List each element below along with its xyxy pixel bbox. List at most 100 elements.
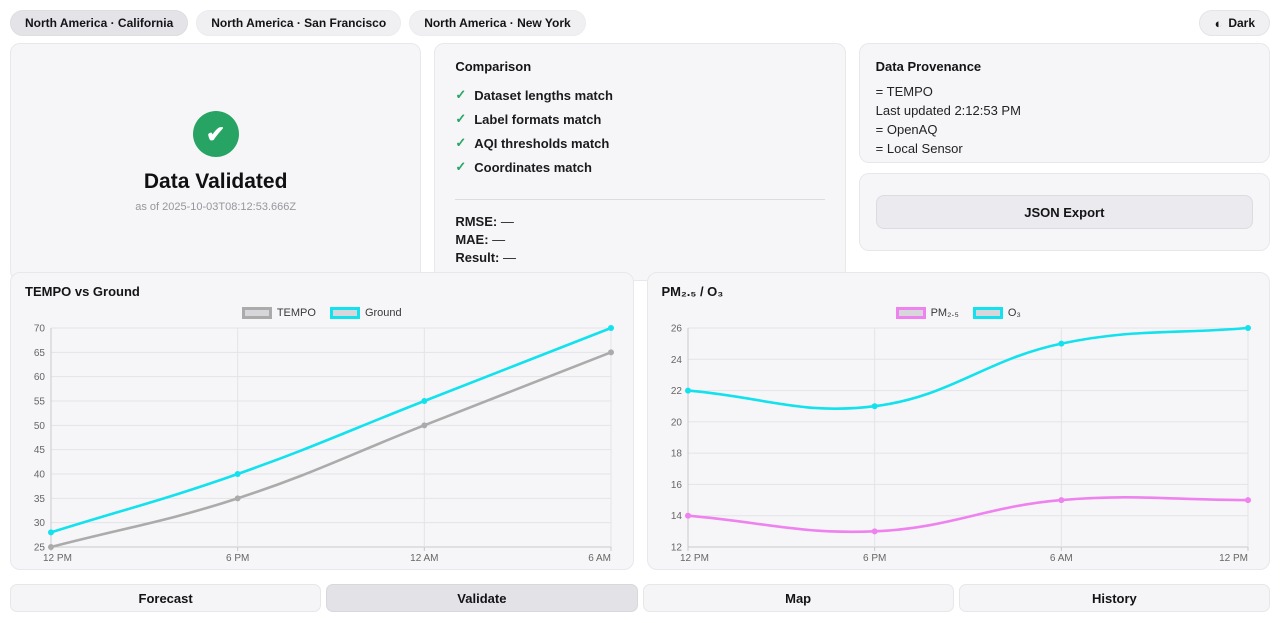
legend-swatch-icon [895,307,926,319]
svg-text:14: 14 [670,511,682,522]
location-tabs: North America · California North America … [10,10,1199,36]
metric-line: Result: — [455,250,517,265]
dark-mode-toggle[interactable]: ◐ Dark [1199,10,1270,36]
chart-legend: PM₂.₅ O₃ [660,306,1258,320]
metric-line: MAE: — [455,232,506,247]
chart-legend: TEMPO Ground [23,306,621,320]
svg-text:12 PM: 12 PM [680,553,709,564]
right-column: Data Provenance = TEMPO Last updated 2:12… [858,43,1270,281]
location-tab[interactable]: North America · New York [409,10,586,36]
nav-button-map[interactable]: Map [642,584,954,612]
chart-svg: 12 14 16 18 20 22 24 26 12 PM 6 PM 6 AM 12 PM [670,324,1251,564]
metric-line: RMSE: — [455,214,514,229]
validation-timestamp: as of 2025-10-03T08:12:53.666Z [135,201,297,213]
legend-item[interactable]: PM₂.₅ [895,307,959,319]
comparison-divider [455,199,825,200]
check-icon: ✓ [455,135,467,150]
svg-text:35: 35 [34,494,46,505]
legend-label: Ground [364,307,402,319]
provenance-line: = TEMPO [875,84,933,99]
comparison-title: Comparison [455,59,532,74]
svg-text:40: 40 [34,470,46,481]
svg-text:12 PM: 12 PM [1219,553,1248,564]
metric-label: Result: [455,250,500,265]
chart-svg: 25 30 35 40 45 50 55 60 65 70 12 PM 6 PM 12 AM 6 AM [34,324,614,564]
svg-text:25: 25 [34,543,46,554]
svg-text:50: 50 [34,421,46,432]
location-tab[interactable]: North America · California [10,10,189,36]
legend-label: O₃ [1007,307,1021,319]
svg-text:60: 60 [34,372,46,383]
svg-text:45: 45 [34,445,46,456]
provenance-line: Last updated 2:12:53 PM [875,103,1021,118]
chart-title: PM₂.₅ / O₃ [661,284,724,299]
validation-status-card: ✔ Data Validated as of 2025-10-03T08:12:… [10,43,422,281]
provenance-line: = Local Sensor [875,141,963,156]
svg-text:12 PM: 12 PM [43,553,72,564]
charts-row: TEMPO vs Ground TEMPO Ground 25 30 35 40 45 50… [10,272,1270,570]
line-chart: 25 30 35 40 45 50 55 60 65 70 12 PM 6 PM 12 AM 6 AM [23,322,621,565]
line-chart: 12 14 16 18 20 22 24 26 12 PM 6 PM 6 AM 12 PM [660,322,1258,565]
check-label: Label formats match [474,111,602,127]
comparison-check-row: ✓ Coordinates match [455,159,824,175]
header-bar: North America · California North America … [10,10,1270,36]
metric-label: RMSE: [455,214,498,229]
nav-button-history[interactable]: History [958,584,1270,612]
export-card: JSON Export [858,173,1270,251]
footer-nav: Forecast Validate Map History [10,584,1270,612]
pm25-o3-chart-card: PM₂.₅ / O₃ PM₂.₅ O₃ 12 14 16 18 20 22 24 26 12 PM… [646,272,1270,570]
svg-text:55: 55 [34,397,46,408]
svg-text:12: 12 [670,543,682,554]
dark-mode-label: Dark [1228,16,1255,30]
check-icon: ✓ [455,159,467,174]
data-provenance-card: Data Provenance = TEMPO Last updated 2:12… [858,43,1270,163]
legend-label: TEMPO [276,307,316,319]
svg-text:65: 65 [34,348,46,359]
comparison-card: Comparison ✓ Dataset lengths match ✓ Label … [434,43,846,281]
json-export-button[interactable]: JSON Export [875,195,1253,229]
legend-item[interactable]: O₃ [972,307,1021,319]
check-icon: ✓ [455,87,467,102]
legend-item[interactable]: TEMPO [241,307,316,319]
check-label: AQI thresholds match [474,135,610,151]
legend-swatch-icon [241,307,272,319]
comparison-check-row: ✓ AQI thresholds match [455,135,824,151]
svg-text:6 AM: 6 AM [1049,553,1072,564]
provenance-line: = OpenAQ [875,122,938,137]
legend-label: PM₂.₅ [930,307,959,319]
comparison-metrics: RMSE: — MAE: — Result: — [455,214,824,265]
svg-text:22: 22 [670,386,682,397]
check-icon: ✓ [455,111,467,126]
check-label: Dataset lengths match [474,87,613,103]
tempo-vs-ground-chart-card: TEMPO vs Ground TEMPO Ground 25 30 35 40 45 50… [10,272,634,570]
check-circle-icon: ✔ [192,111,239,157]
svg-text:26: 26 [670,324,682,335]
check-label: Coordinates match [474,159,592,175]
nav-button-forecast[interactable]: Forecast [10,584,322,612]
svg-text:24: 24 [670,355,682,366]
chart-title: TEMPO vs Ground [25,284,140,299]
nav-button-validate[interactable]: Validate [326,584,638,612]
comparison-check-row: ✓ Dataset lengths match [455,87,824,103]
provenance-lines: = TEMPO Last updated 2:12:53 PM = OpenAQ = … [876,84,1253,156]
location-tab[interactable]: North America · San Francisco [196,10,402,36]
svg-text:30: 30 [34,518,46,529]
svg-text:6 AM: 6 AM [588,553,611,564]
svg-text:6 PM: 6 PM [862,553,885,564]
legend-swatch-icon [972,307,1003,319]
legend-swatch-icon [329,307,360,319]
svg-text:6 PM: 6 PM [226,553,249,564]
provenance-title: Data Provenance [875,59,982,74]
comparison-check-list: ✓ Dataset lengths match ✓ Label formats mat… [455,87,824,175]
svg-text:70: 70 [34,324,46,335]
validation-title: Data Validated [143,170,288,193]
svg-text:16: 16 [670,480,682,491]
svg-text:20: 20 [670,417,682,428]
status-cards-row: ✔ Data Validated as of 2025-10-03T08:12:… [10,43,1270,281]
legend-item[interactable]: Ground [329,307,402,319]
svg-text:12 AM: 12 AM [410,553,438,564]
half-circle-icon: ◐ [1214,15,1223,31]
comparison-check-row: ✓ Label formats match [455,111,824,127]
svg-text:18: 18 [670,449,682,460]
